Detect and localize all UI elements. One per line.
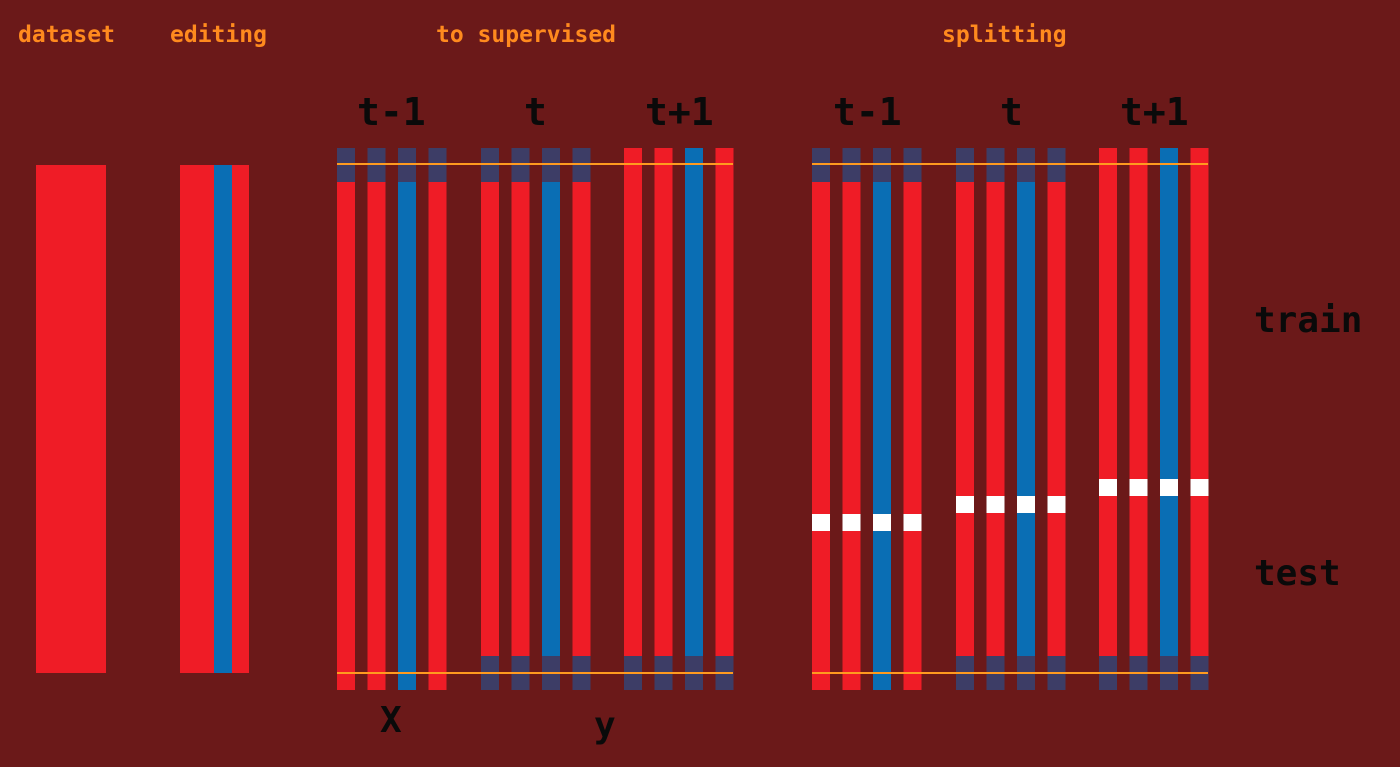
split-label-t-minus-1: t-1 xyxy=(833,90,902,134)
supervised-t-minus-1-feature-column-2 xyxy=(367,182,386,690)
split-t-minus-1-feature-column-1 xyxy=(812,182,830,690)
train-label: train xyxy=(1254,300,1363,341)
split-t-minus-1-feature-column-2 xyxy=(842,182,861,690)
split-t-plus-1-feature-column-2 xyxy=(1129,148,1148,656)
title-editing: editing xyxy=(170,22,267,48)
supervised-t-plus-1-feature-column-1 xyxy=(624,148,642,656)
supervised-t-plus-1-target-column-3 xyxy=(685,148,703,656)
split-t-minus-1-target-column-3 xyxy=(873,182,891,690)
split-t-minus-1-feature-column-2-split-marker xyxy=(842,514,861,531)
supervised-t-feature-column-4 xyxy=(572,182,591,656)
supervised-label-t-minus-1: t-1 xyxy=(357,90,426,134)
split-t-plus-1-target-column-3 xyxy=(1160,148,1178,656)
supervised-t-minus-1-feature-column-1 xyxy=(337,182,355,690)
dataset-block xyxy=(36,165,106,673)
split-t-feature-column-2 xyxy=(986,182,1005,656)
split-t-feature-column-1-split-marker xyxy=(956,496,974,513)
supervised-label-t: t xyxy=(524,90,547,134)
split-t-minus-1-target-column-3-split-marker xyxy=(873,514,891,531)
editing-feature-right xyxy=(232,165,249,673)
split-t-target-column-3-split-marker xyxy=(1017,496,1035,513)
supervised-t-plus-1-feature-column-4 xyxy=(715,148,734,656)
split-t-minus-1-feature-column-4-split-marker xyxy=(903,514,922,531)
supervised-label-t-plus-1: t+1 xyxy=(645,90,714,134)
supervised-t-feature-column-1 xyxy=(481,182,499,656)
editing-target-column xyxy=(214,165,232,673)
split-t-plus-1-feature-column-4 xyxy=(1190,148,1209,656)
y-label: y xyxy=(594,705,616,746)
split-t-plus-1-feature-column-1 xyxy=(1099,148,1117,656)
split-t-minus-1-feature-column-4 xyxy=(903,182,922,690)
split-label-t-plus-1: t+1 xyxy=(1120,90,1189,134)
split-t-target-column-3 xyxy=(1017,182,1035,656)
title-dataset: dataset xyxy=(18,22,115,48)
split-t-feature-column-4-split-marker xyxy=(1047,496,1066,513)
supervised-t-minus-1-target-column-3 xyxy=(398,182,416,690)
split-t-feature-column-1 xyxy=(956,182,974,656)
supervised-t-plus-1-feature-column-2 xyxy=(654,148,673,656)
supervised-t-feature-column-2 xyxy=(511,182,530,656)
split-t-plus-1-feature-column-1-split-marker xyxy=(1099,479,1117,496)
split-t-minus-1-feature-column-1-split-marker xyxy=(812,514,830,531)
split-t-feature-column-2-split-marker xyxy=(986,496,1005,513)
title-splitting: splitting xyxy=(942,22,1067,48)
supervised-t-minus-1-feature-column-4 xyxy=(428,182,447,690)
split-t-plus-1-feature-column-2-split-marker xyxy=(1129,479,1148,496)
editing-feature-left xyxy=(180,165,214,673)
x-label: X xyxy=(380,700,402,741)
supervised-t-target-column-3 xyxy=(542,182,560,656)
split-t-plus-1-target-column-3-split-marker xyxy=(1160,479,1178,496)
split-t-plus-1-feature-column-4-split-marker xyxy=(1190,479,1209,496)
title-to-supervised: to supervised xyxy=(436,22,617,48)
split-label-t: t xyxy=(1000,90,1023,134)
test-label: test xyxy=(1254,553,1341,594)
split-t-feature-column-4 xyxy=(1047,182,1066,656)
